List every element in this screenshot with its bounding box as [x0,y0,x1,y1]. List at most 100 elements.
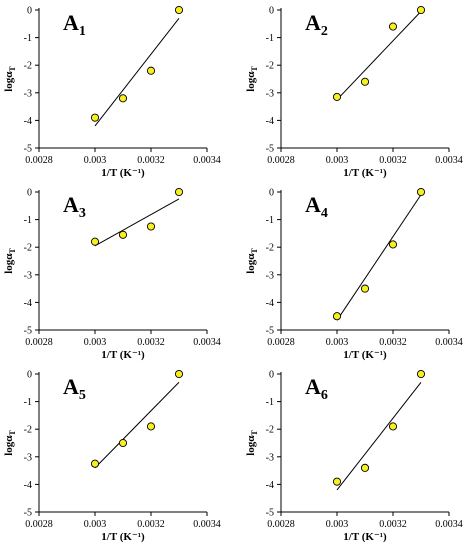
y-tick-label: 0 [269,188,274,199]
x-tick-label: 0.0034 [193,519,221,530]
y-axis-title-main: logα [245,253,257,274]
x-tick-label: 0.0028 [267,337,295,348]
y-tick-label: -5 [266,326,274,337]
data-point [118,438,128,448]
y-tick-label: -4 [266,116,274,127]
y-axis-title-main: logα [3,435,15,456]
data-point [388,22,398,31]
y-tick-label: -3 [24,88,32,99]
y-axis-title-main: logα [3,253,15,274]
data-point [360,284,370,293]
y-axis-title-subscript: T [8,430,17,436]
panel-3: 0 -1 -2 -3 -4 -50.0028 0.003 0.0032 0.0034 1/T (K… [3,188,221,362]
panel-label-letter: A [63,374,79,399]
x-tick-label: 0.003 [84,519,107,530]
y-axis-title: logαT [3,66,17,92]
y-tick-label: -5 [24,144,32,155]
x-tick-label: 0.0028 [25,337,53,348]
y-tick-label: -1 [24,215,32,226]
panel-4: 0 -1 -2 -3 -4 -50.0028 0.003 0.0032 0.0034 1/T (K… [245,188,463,362]
y-axis-title-subscript: T [250,430,259,436]
y-tick-label: -3 [266,270,274,281]
y-tick-label: -5 [266,508,274,519]
panel-label-subscript: 1 [79,24,86,39]
panel-label: A6 [305,374,328,403]
y-tick-label: -2 [24,61,32,72]
y-tick-label: 0 [27,188,32,199]
x-axis-title: 1/T (K⁻¹) [101,349,145,361]
data-point [146,422,156,431]
panel-2: 0 -1 -2 -3 -4 -50.0028 0.003 0.0032 0.0034 1/T (K… [245,6,463,180]
y-tick-label: -1 [266,397,274,408]
x-tick-label: 0.0028 [267,519,295,530]
y-tick-label: -4 [24,480,32,491]
x-tick-label: 0.0028 [267,155,295,166]
y-tick-label: -4 [266,480,274,491]
panel-label-letter: A [305,374,321,399]
fit-line [336,11,422,101]
panel-label: A5 [63,374,86,403]
panel-label-letter: A [63,10,79,35]
x-tick-label: 0.003 [326,155,349,166]
panel-1: 0 -1 -2 -3 -4 -50.0028 0.003 0.0032 0.0034 1/T (K… [3,6,221,180]
panel-label-subscript: 5 [79,388,86,403]
y-tick-label: 0 [269,370,274,381]
y-tick-label: -3 [266,452,274,463]
y-tick-label: -3 [24,270,32,281]
y-axis-title-subscript: T [8,248,17,254]
y-tick-label: -4 [266,298,274,309]
y-axis-title-subscript: T [250,248,259,254]
panel-label-subscript: 6 [321,388,328,403]
y-tick-label: -2 [266,425,274,436]
x-tick-label: 0.0032 [379,337,407,348]
data-point [118,230,128,239]
x-tick-label: 0.0028 [25,519,53,530]
y-tick-label: -4 [24,298,32,309]
y-axis-title-subscript: T [250,66,259,72]
data-point [416,369,426,379]
y-tick-label: -1 [266,33,274,44]
y-axis-title: logαT [3,248,17,274]
panel-label-letter: A [63,192,79,217]
data-point [118,94,128,103]
data-point [174,369,184,379]
y-tick-label: -2 [24,425,32,436]
y-tick-label: -3 [266,88,274,99]
data-point [174,187,184,197]
x-tick-label: 0.0028 [25,155,53,166]
x-tick-label: 0.003 [84,155,107,166]
y-axis-title-main: logα [245,71,257,92]
x-axis-title: 1/T (K⁻¹) [101,167,145,179]
x-axis-title: 1/T (K⁻¹) [343,531,387,543]
y-tick-label: 0 [27,370,32,381]
x-tick-label: 0.0032 [379,519,407,530]
x-tick-label: 0.0034 [435,155,463,166]
y-axis-title: logαT [245,248,259,274]
x-tick-label: 0.003 [326,519,349,530]
y-tick-label: -5 [266,144,274,155]
data-point [174,5,184,15]
x-axis-title: 1/T (K⁻¹) [343,167,387,179]
panel-label-subscript: 2 [321,24,328,39]
y-tick-label: -3 [24,452,32,463]
data-point [416,187,426,197]
panel-label-subscript: 3 [79,206,86,221]
data-point [332,312,342,321]
y-tick-label: -5 [24,508,32,519]
x-tick-label: 0.0032 [137,337,165,348]
data-point [388,422,398,431]
y-axis-title-main: logα [245,435,257,456]
y-tick-label: -2 [266,243,274,254]
x-tick-label: 0.0032 [137,155,165,166]
y-tick-label: -1 [24,397,32,408]
x-tick-label: 0.0032 [137,519,165,530]
x-tick-label: 0.0034 [435,337,463,348]
y-axis-title: logαT [3,430,17,456]
y-tick-label: -1 [24,33,32,44]
panel-label: A2 [305,10,328,39]
x-tick-label: 0.0034 [435,519,463,530]
data-point [146,66,156,75]
y-tick-label: -1 [266,215,274,226]
data-point [332,477,342,486]
y-tick-label: 0 [269,6,274,17]
